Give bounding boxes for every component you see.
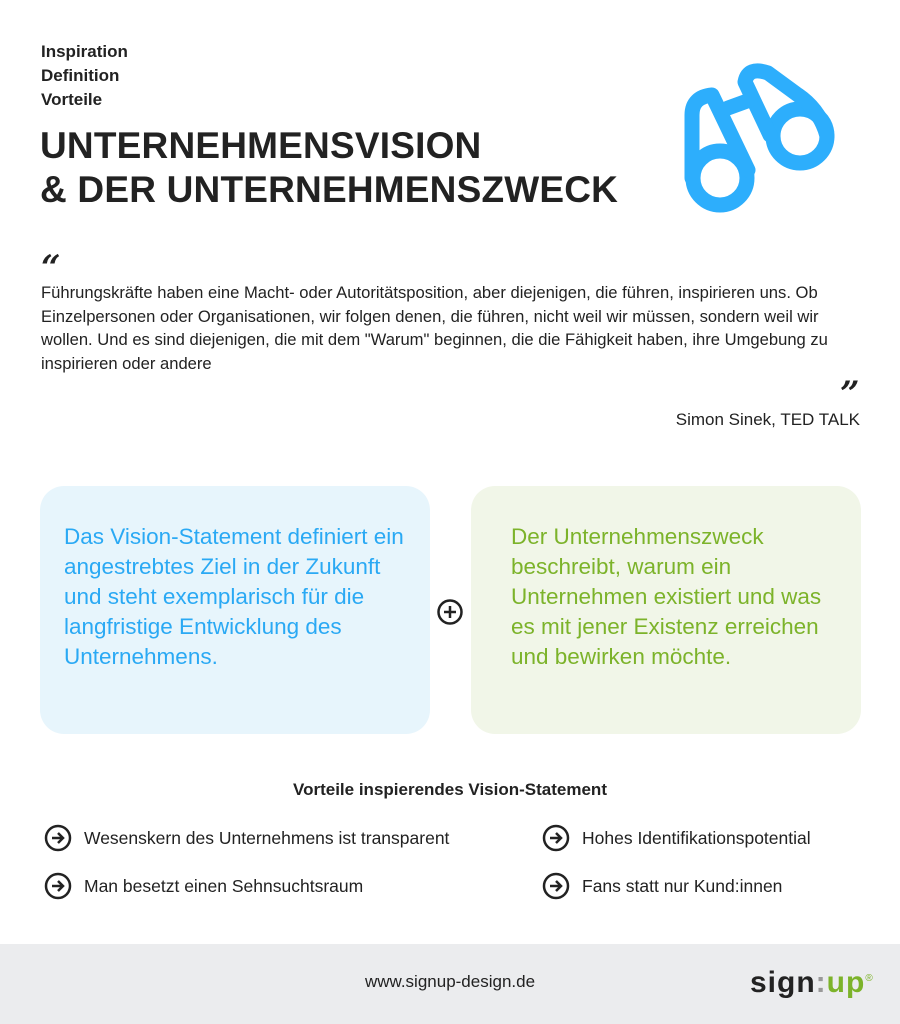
footer: www.signup-design.de sign:up® bbox=[0, 944, 900, 1024]
nav-definition[interactable]: Definition bbox=[41, 66, 120, 85]
arrow-circle-icon bbox=[542, 824, 570, 852]
page-title: UNTERNEHMENSVISION & DER UNTERNEHMENSZWE… bbox=[40, 124, 618, 212]
quote-author: Simon Sinek, TED TALK bbox=[675, 410, 860, 429]
benefit-label: Hohes Identifikationspotential bbox=[582, 827, 811, 848]
signup-logo: sign:up® bbox=[750, 966, 874, 999]
arrow-circle-icon bbox=[44, 872, 72, 900]
nav-list: Inspiration Definition Vorteile bbox=[41, 40, 128, 112]
nav-inspiration[interactable]: Inspiration bbox=[41, 42, 128, 61]
benefits-title: Vorteile inspierendes Vision-Statement bbox=[293, 780, 607, 799]
benefit-label: Man besetzt einen Sehnsuchtsraum bbox=[84, 875, 364, 896]
vision-box: Das Vision-Statement definiert ein anges… bbox=[40, 486, 430, 734]
benefit-item: Fans statt nur Kund:innen bbox=[542, 872, 782, 900]
title-line-1: UNTERNEHMENSVISION bbox=[40, 125, 482, 166]
benefit-item: Wesenskern des Unternehmens ist transpar… bbox=[44, 824, 449, 852]
purpose-box: Der Unternehmenszweck beschreibt, warum … bbox=[471, 486, 861, 734]
arrow-circle-icon bbox=[44, 824, 72, 852]
title-line-2: & DER UNTERNEHMENSZWECK bbox=[40, 169, 619, 210]
quote-open-mark: “ bbox=[41, 248, 61, 288]
benefit-label: Wesenskern des Unternehmens ist transpar… bbox=[84, 827, 450, 848]
benefit-item: Hohes Identifikationspotential bbox=[542, 824, 811, 852]
benefit-item: Man besetzt einen Sehnsuchtsraum bbox=[44, 872, 363, 900]
plus-circle-icon bbox=[437, 599, 463, 625]
nav-vorteile[interactable]: Vorteile bbox=[41, 90, 103, 109]
website-link[interactable]: www.signup-design.de bbox=[364, 972, 536, 991]
binoculars-icon bbox=[684, 63, 835, 213]
quote-close-mark: ” bbox=[840, 374, 860, 414]
benefit-label: Fans statt nur Kund:innen bbox=[582, 875, 783, 896]
arrow-circle-icon bbox=[542, 872, 570, 900]
quote-text: Führungskräfte haben eine Macht- oder Au… bbox=[41, 283, 828, 373]
